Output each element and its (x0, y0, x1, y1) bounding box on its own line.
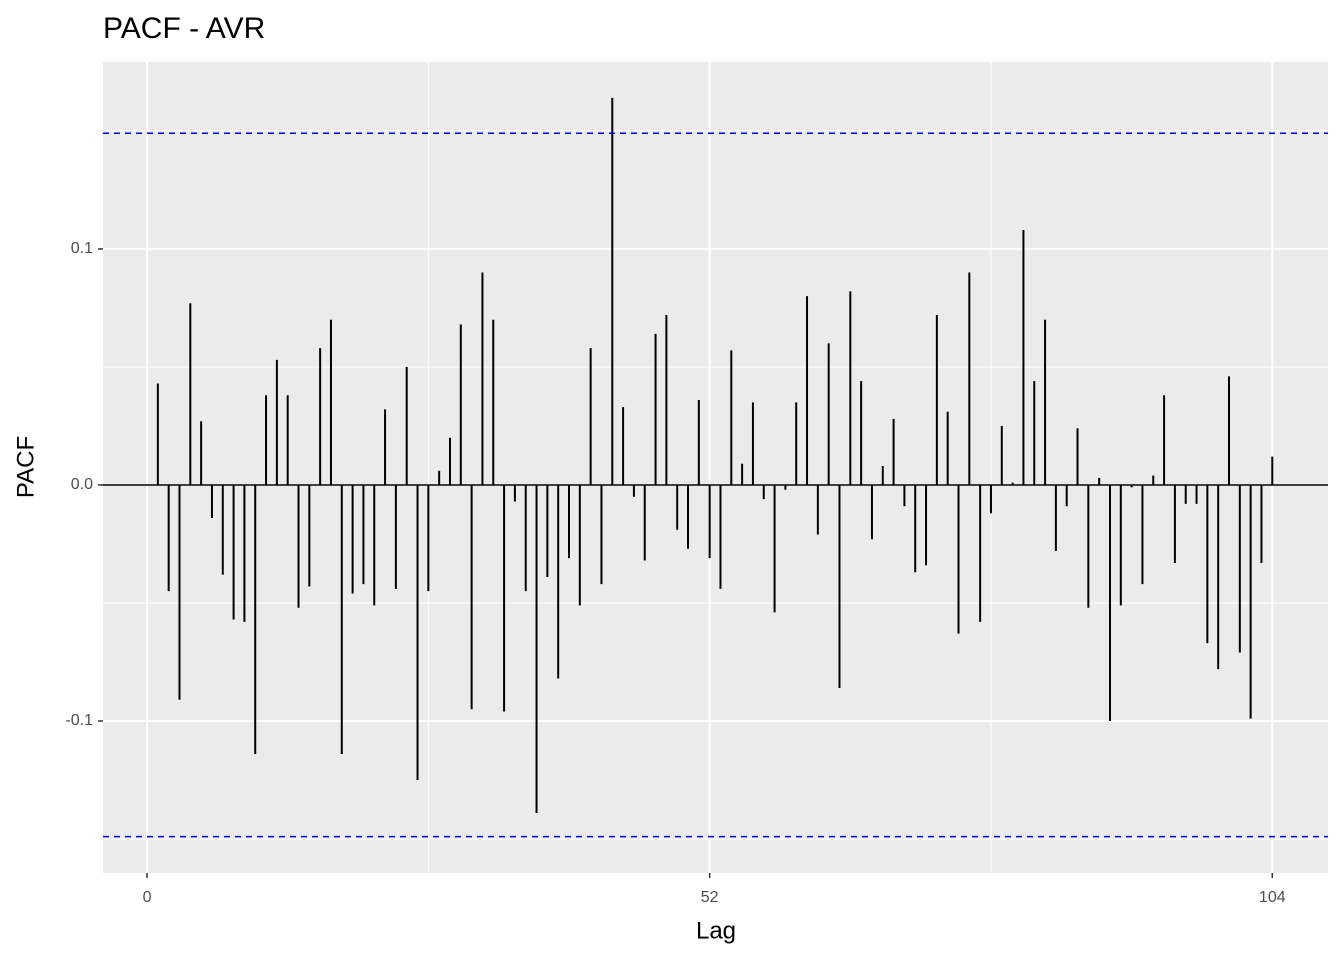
chart-title: PACF - AVR (103, 12, 265, 45)
y-tick-label: 0.1 (71, 240, 93, 257)
x-tick-label: 0 (143, 889, 152, 906)
x-tick-label: 52 (701, 889, 719, 906)
y-tick-label: -0.1 (65, 712, 93, 729)
x-axis-label: Lag (696, 917, 736, 944)
panel (103, 62, 1328, 873)
y-axis-label: PACF (12, 436, 39, 498)
x-tick-label: 104 (1259, 889, 1286, 906)
y-tick-label: 0.0 (71, 476, 93, 493)
